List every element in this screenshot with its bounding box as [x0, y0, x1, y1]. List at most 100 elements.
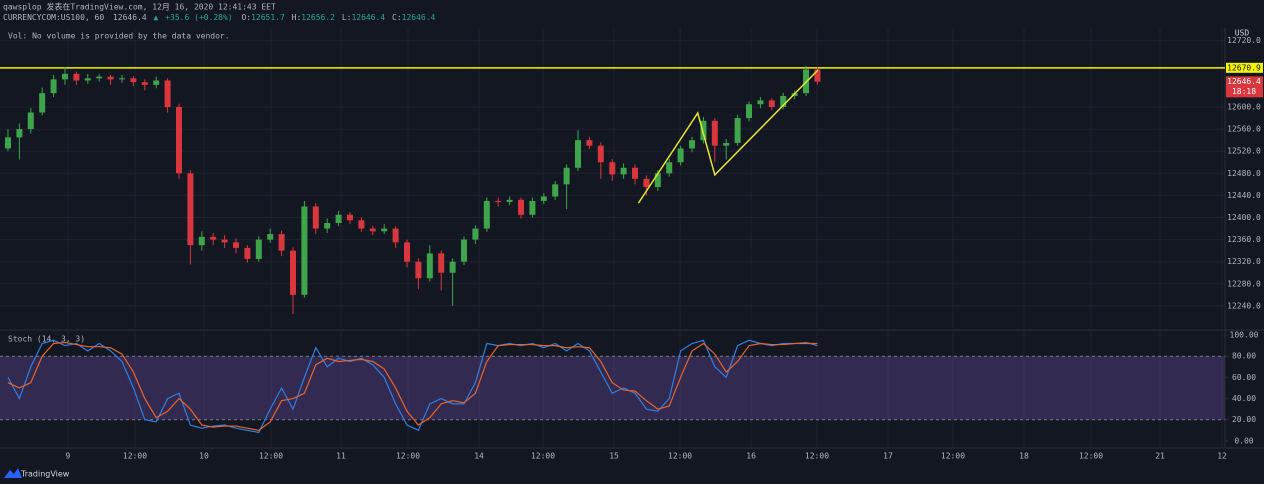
candle-body: [620, 167, 627, 175]
candle-body: [278, 234, 285, 251]
candle-body: [312, 206, 319, 229]
candle-body: [415, 261, 422, 279]
candle-body: [118, 78, 125, 80]
candle-body: [495, 200, 502, 203]
candle-body: [597, 145, 604, 163]
y-tick-label: 100.00: [1230, 331, 1259, 340]
candle-body: [746, 104, 753, 119]
y-tick-label: 12600.0: [1227, 103, 1261, 112]
candle-body: [506, 199, 513, 203]
y-tick-label: 12360.0: [1227, 235, 1261, 244]
y-tick-label: 12560.0: [1227, 125, 1261, 134]
y-tick-label: 12400.0: [1227, 213, 1261, 222]
candle-body: [244, 247, 251, 259]
change: +35.6 (+0.28%): [165, 13, 232, 22]
candle-body: [221, 239, 228, 243]
candle-body: [232, 242, 239, 248]
symbol: CURRENCYCOM:US100, 60: [3, 13, 104, 22]
plot-layer: [0, 28, 1225, 448]
candle-body: [700, 120, 707, 141]
candle-body: [141, 82, 148, 85]
candle-body: [518, 199, 525, 215]
x-tick-label: 12: [1217, 452, 1227, 461]
candle-body: [324, 223, 331, 229]
x-tick-label: 12:00: [668, 452, 692, 461]
candle-body: [461, 239, 468, 262]
y-tick-label: 12280.0: [1227, 279, 1261, 288]
x-tick-label: 15: [609, 452, 619, 461]
x-tick-label: 12:00: [259, 452, 283, 461]
x-tick-label: 11: [336, 452, 346, 461]
candle-body: [369, 228, 376, 232]
candle-body: [255, 239, 262, 259]
candle-body: [267, 234, 274, 240]
candle-body: [483, 200, 490, 229]
candle-body: [723, 142, 730, 146]
y-tick-label: 0.00: [1234, 436, 1253, 445]
x-tick-label: 17: [883, 452, 893, 461]
hline-tag: [1226, 62, 1263, 73]
candle-body: [575, 140, 582, 168]
candle-body: [164, 80, 171, 108]
logo: TradingView: [4, 468, 70, 479]
last-price-tag: [1226, 76, 1263, 98]
l-label: L:: [342, 13, 352, 22]
stoch-line: [7, 339, 818, 434]
candle-body: [73, 73, 80, 81]
l-value: 12646.4: [351, 13, 385, 22]
candle-body: [654, 173, 661, 188]
volume-notice: Vol: No volume is provided by the data v…: [8, 32, 230, 41]
candle-body: [609, 162, 616, 175]
candle-body: [50, 79, 57, 94]
trend-drawing: [637, 69, 819, 204]
h-value: 12656.2: [301, 13, 335, 22]
last-price-label: 12646.4: [1227, 77, 1261, 86]
y-tick-label: 60.00: [1232, 373, 1256, 382]
x-tick-label: 12:00: [805, 452, 829, 461]
candle-body: [540, 196, 547, 201]
candle-body: [689, 140, 696, 149]
c-value: 12646.4: [402, 13, 436, 22]
y-tick-label: 12320.0: [1227, 257, 1261, 266]
candle-body: [39, 93, 46, 113]
candle-body: [347, 214, 353, 221]
candle-body: [426, 253, 433, 279]
y-tick-label: 12480.0: [1227, 169, 1261, 178]
x-tick-label: 12:00: [531, 452, 555, 461]
x-tick-label: 9: [66, 452, 71, 461]
candle-body: [392, 228, 399, 243]
arrow: ▲: [154, 13, 159, 22]
candle-body: [84, 78, 91, 81]
candle-body: [335, 214, 342, 224]
candle-body: [16, 129, 23, 138]
candle-body: [187, 173, 194, 246]
stoch-line: [7, 341, 818, 431]
x-tick-label: 12:00: [1079, 452, 1103, 461]
candle-body: [711, 120, 718, 146]
candle-body: [552, 184, 559, 197]
y-tick-label: 12520.0: [1227, 147, 1261, 156]
x-tick-label: 16: [746, 452, 756, 461]
x-tick-label: 12:00: [396, 452, 420, 461]
x-tick-label: 21: [1155, 452, 1165, 461]
candle-body: [4, 137, 11, 149]
x-tick-label: 10: [199, 452, 209, 461]
h-label: H:: [292, 13, 302, 22]
countdown: 18:18: [1232, 87, 1256, 96]
candle-body: [643, 178, 650, 188]
x-tick-label: 14: [474, 452, 484, 461]
y-tick-label: 20.00: [1232, 415, 1256, 424]
candle-body: [472, 228, 479, 240]
y-tick-label: 12720.0: [1227, 36, 1261, 45]
candle-body: [529, 200, 536, 215]
o-label: O:: [241, 13, 251, 22]
candle-body: [198, 236, 205, 246]
candle-body: [734, 118, 741, 143]
logo-icon: [4, 468, 22, 478]
candle-body: [301, 206, 308, 295]
candle-body: [814, 69, 821, 82]
header-line2: CURRENCYCOM:US100, 60 12646.4 ▲ +35.6 (+…: [3, 13, 436, 22]
candle-body: [666, 162, 673, 174]
